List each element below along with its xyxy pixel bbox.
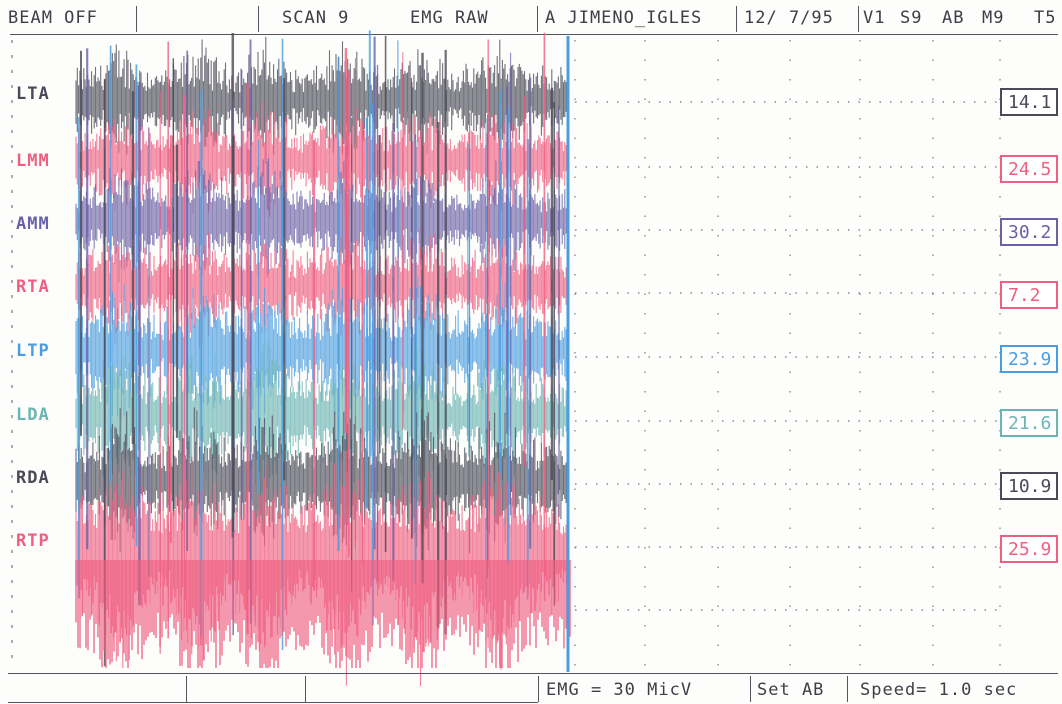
- footer-separator: [847, 676, 848, 702]
- rms-value-rda: 10.9: [1000, 472, 1058, 500]
- footer-separator: [538, 676, 539, 702]
- visit-code: V1: [863, 8, 886, 28]
- rms-value-ltp: 23.9: [1000, 345, 1058, 373]
- header-separator: [858, 6, 859, 32]
- rms-value-amm: 30.2: [1000, 218, 1058, 246]
- set-label: Set AB: [757, 680, 825, 700]
- channel-label-rta: RTA: [16, 277, 50, 297]
- rms-value-lda: 21.6: [1000, 409, 1058, 437]
- channel-label-rtp: RTP: [16, 531, 50, 551]
- patient-name: A JIMENO_IGLES: [545, 8, 703, 28]
- m-code: M9: [982, 8, 1005, 28]
- channel-label-amm: AMM: [16, 214, 50, 234]
- session-date: 12/ 7/95: [744, 8, 834, 28]
- header-separator: [736, 6, 737, 32]
- rms-value-lta: 14.1: [1000, 88, 1058, 116]
- channel-label-ltp: LTP: [16, 341, 50, 361]
- header-separator: [537, 6, 538, 32]
- footer-separator: [750, 676, 751, 702]
- speed-label: Speed= 1.0 sec: [860, 680, 1018, 700]
- channel-label-lta: LTA: [16, 84, 50, 104]
- beam-status: BEAM OFF: [8, 8, 98, 28]
- channel-label-lda: LDA: [16, 405, 50, 425]
- set-code: AB: [942, 8, 965, 28]
- footer-divider: [8, 673, 1058, 674]
- scan-code: S9: [900, 8, 923, 28]
- plot-grid: [11, 40, 1001, 670]
- rms-value-lmm: 24.5: [1000, 155, 1058, 183]
- header-separator: [258, 6, 259, 32]
- rms-value-rtp: 25.9: [1000, 535, 1058, 563]
- header-separator: [136, 6, 137, 32]
- footer-underline: [8, 702, 538, 703]
- trace-rtp-tail: [75, 560, 571, 668]
- mode-label: EMG RAW: [410, 8, 489, 28]
- trace-block: [75, 30, 571, 686]
- rms-value-rta: 7.2: [1000, 281, 1058, 309]
- emg-scale: EMG = 30 MicV: [546, 680, 693, 700]
- channel-label-lmm: LMM: [16, 151, 50, 171]
- footer-separator: [186, 676, 187, 702]
- scan-label: SCAN 9: [282, 8, 350, 28]
- channel-label-rda: RDA: [16, 468, 50, 488]
- footer-separator: [305, 676, 306, 702]
- t-code: T5: [1034, 8, 1057, 28]
- header-divider: [10, 34, 1058, 35]
